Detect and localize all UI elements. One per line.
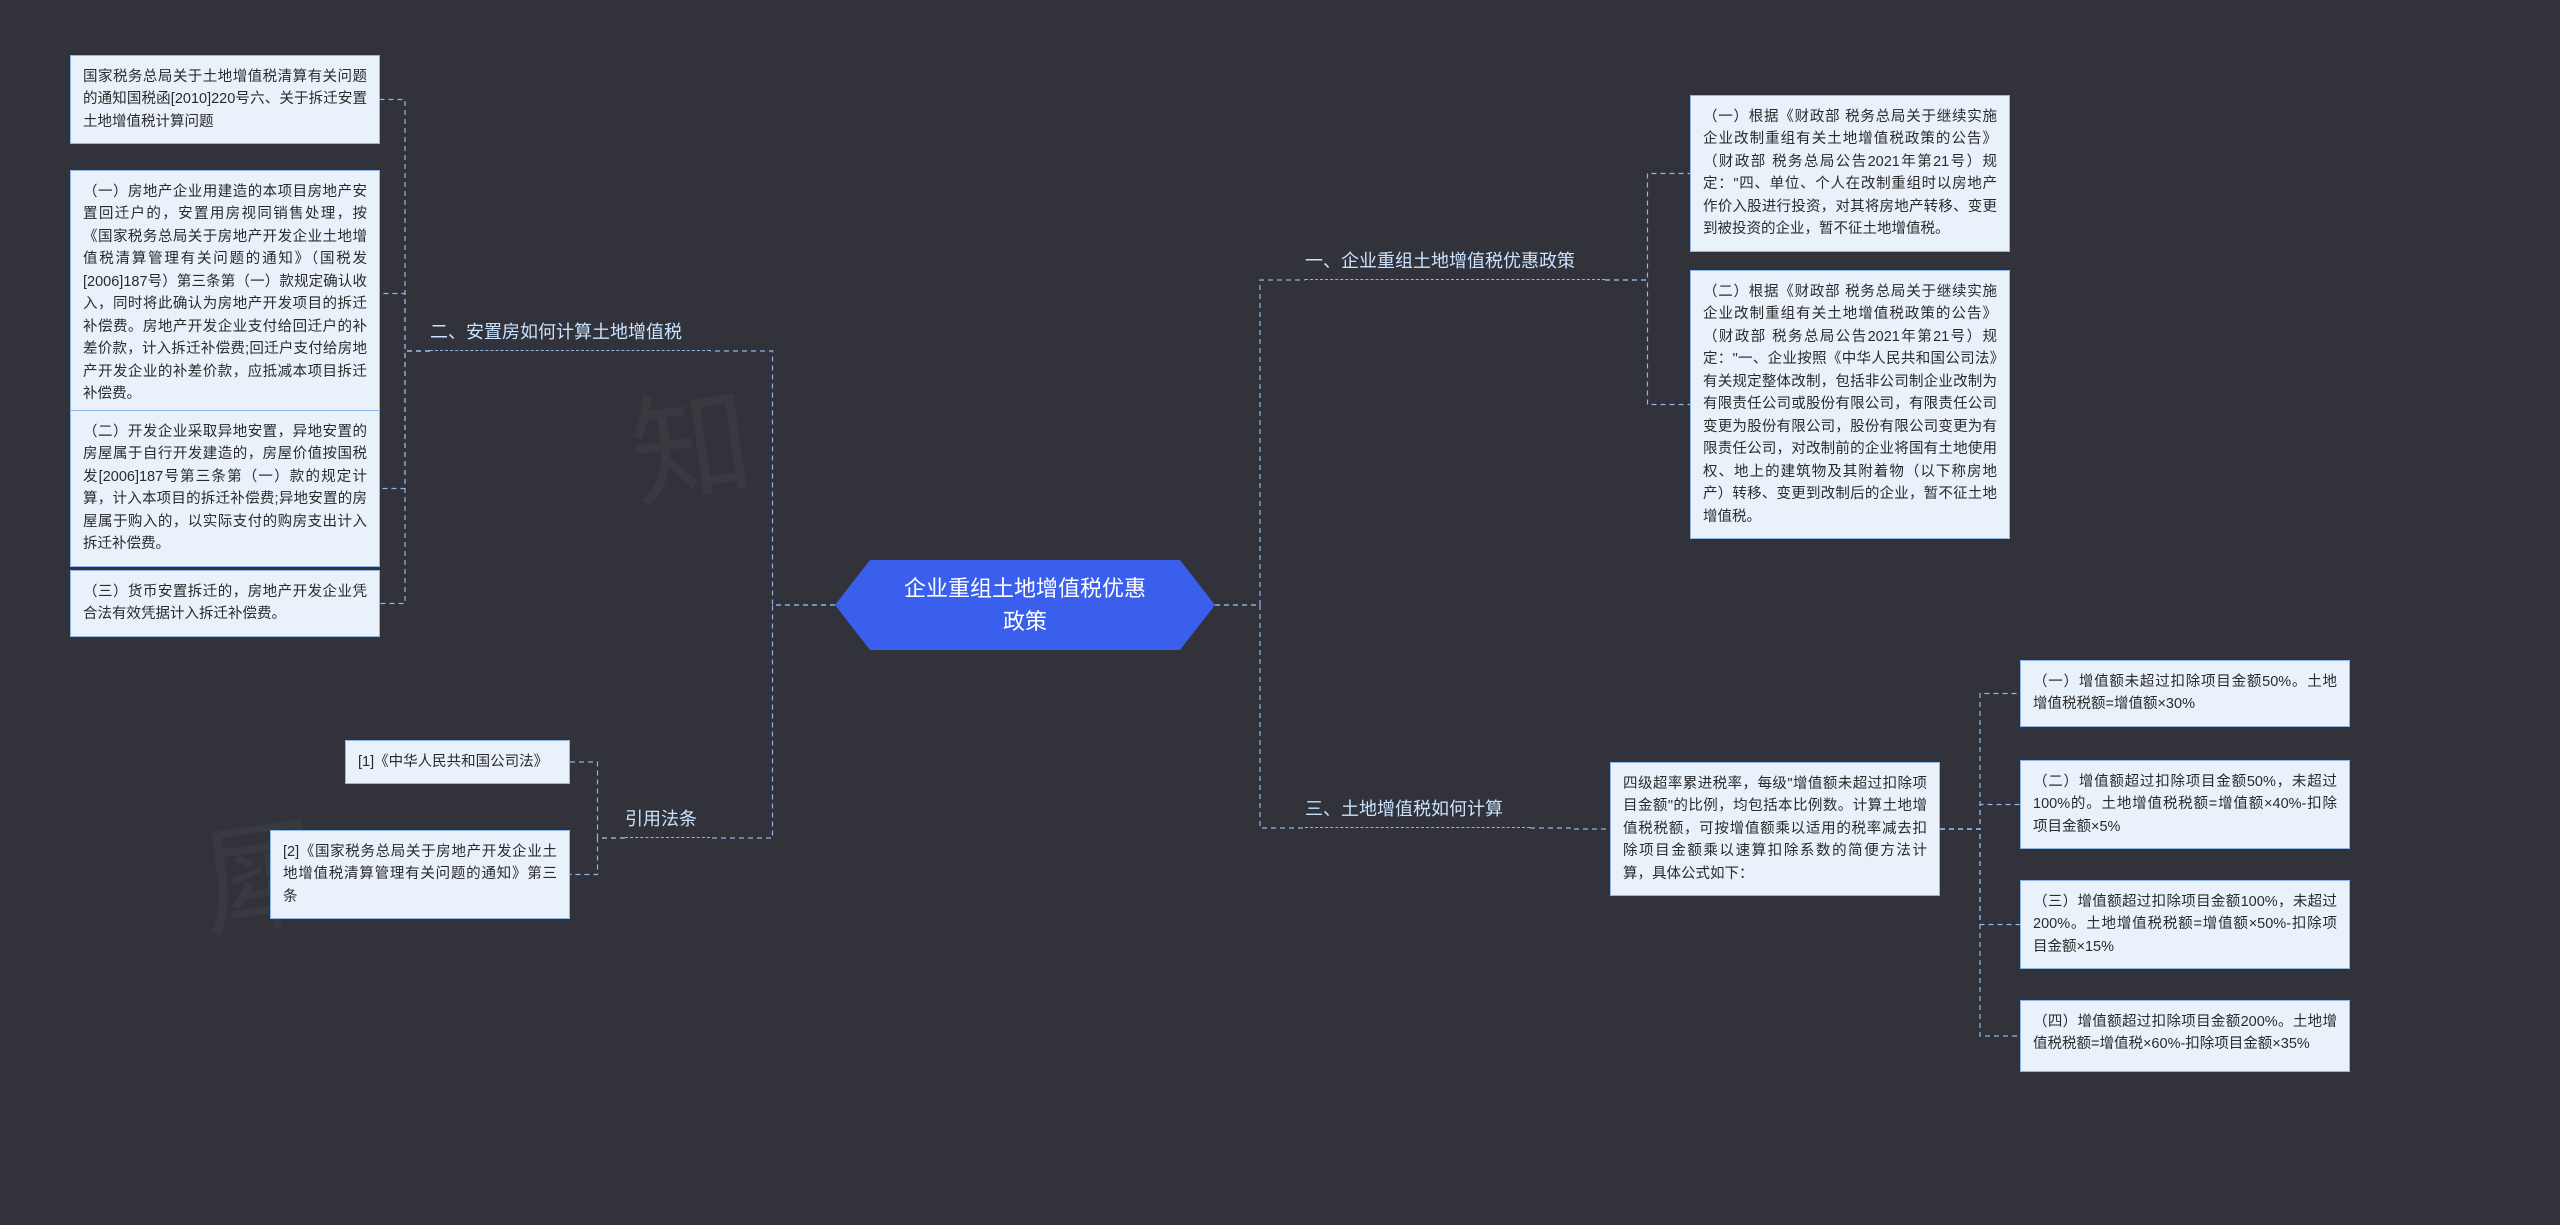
leaf-l_b3_3: （三）增值额超过扣除项目金额100%，未超过200%。土地增值税税额=增值额×5… — [2020, 880, 2350, 969]
leaf-l_b3_2: （二）增值额超过扣除项目金额50%，未超过100%的。土地增值税税额=增值额×4… — [2020, 760, 2350, 849]
branch-b3: 三、土地增值税如何计算 — [1305, 795, 1530, 828]
watermark-1: 知 — [619, 341, 782, 533]
central-hex-left — [835, 560, 875, 650]
leaf-l_b1_2: （二）根据《财政部 税务总局关于继续实施企业改制重组有关土地增值税政策的公告》（… — [1690, 270, 2010, 539]
leaf-l_b3_1: （一）增值额未超过扣除项目金额50%。土地增值税税额=增值额×30% — [2020, 660, 2350, 727]
leaf-l_b2_1: （一）房地产企业用建造的本项目房地产安置回迁户的，安置用房视同销售处理，按《国家… — [70, 170, 380, 417]
leaf-l_b2_2: （二）开发企业采取异地安置，异地安置的房屋属于自行开发建造的，房屋价值按国税发[… — [70, 410, 380, 567]
leaf-l_b4_1: [1]《中华人民共和国公司法》 — [345, 740, 570, 784]
leaf-l_b4_2: [2]《国家税务总局关于房地产开发企业土地增值税清算管理有关问题的通知》第三条 — [270, 830, 570, 919]
leaf-l_b2_0: 国家税务总局关于土地增值税清算有关问题的通知国税函[2010]220号六、关于拆… — [70, 55, 380, 144]
central-topic: 企业重组土地增值税优惠政策 — [870, 560, 1180, 650]
leaf-l_b1_1: （一）根据《财政部 税务总局关于继续实施企业改制重组有关土地增值税政策的公告》（… — [1690, 95, 2010, 252]
branch-b2: 二、安置房如何计算土地增值税 — [430, 318, 710, 351]
leaf-l_b3_4: （四）增值额超过扣除项目金额200%。土地增值税税额=增值税×60%-扣除项目金… — [2020, 1000, 2350, 1072]
branch-b4: 引用法条 — [625, 805, 710, 838]
central-hex-right — [1175, 560, 1215, 650]
central-topic-text: 企业重组土地增值税优惠政策 — [904, 572, 1146, 638]
branch-b1: 一、企业重组土地增值税优惠政策 — [1305, 247, 1605, 280]
leaf-l_b2_3: （三）货币安置拆迁的，房地产开发企业凭合法有效凭据计入拆迁补偿费。 — [70, 570, 380, 637]
leaf-l_b3_0: 四级超率累进税率，每级"增值额未超过扣除项目金额"的比例，均包括本比例数。计算土… — [1610, 762, 1940, 896]
